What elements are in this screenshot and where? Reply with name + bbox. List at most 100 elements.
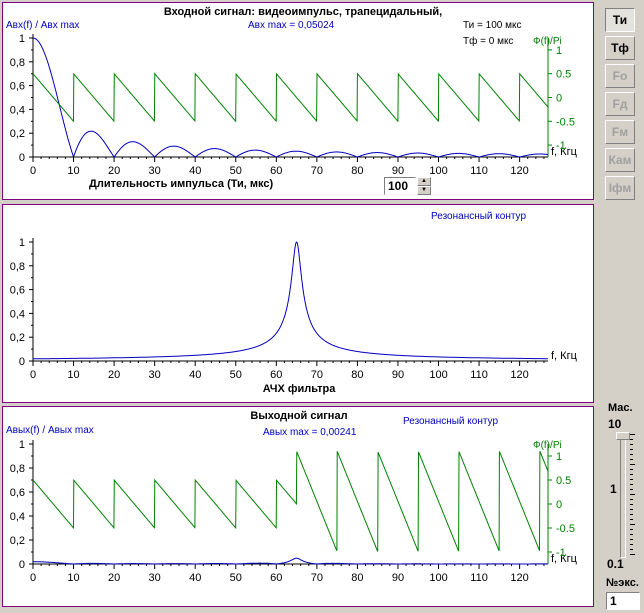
x-tick-label: 120: [510, 165, 528, 177]
input-signal-panel: 0 10 20 30 40 50 60 70 80 90 100 110 120 0 0,2 0,4 0,6 0,…: [2, 2, 594, 200]
y-tick-label: 0,8: [10, 57, 25, 69]
x-tick-label: 20: [108, 165, 120, 177]
experiment-number-input[interactable]: 1: [606, 592, 640, 610]
series-0-line: [33, 241, 548, 360]
duration-label: Длительность импульса (Ти, мкс): [89, 178, 274, 190]
x-tick-label: 30: [149, 572, 161, 584]
spin-down-icon[interactable]: ▼: [417, 186, 431, 195]
y-tick-label: 0,2: [10, 332, 25, 344]
x-tick-label: 80: [351, 165, 363, 177]
x-axis-label: f, Кгц: [551, 350, 578, 362]
scale-slider-thumb[interactable]: [616, 432, 630, 440]
input-spectrum-chart: 0 10 20 30 40 50 60 70 80 90 100 110 12000,20,40,60,…: [6, 6, 578, 177]
input-chart-title: Входной сигнал: видеоимпульс, трапецидал…: [164, 6, 442, 18]
output-legend: Резонансный контур: [403, 416, 498, 427]
y-tick-label: 0: [19, 559, 25, 571]
y-tick-label: 0,6: [10, 487, 25, 499]
x-tick-label: 0: [30, 369, 36, 381]
y-tick-label: 0,6: [10, 285, 25, 297]
input-y2label: Ф(f)/Pi: [533, 36, 562, 47]
x-tick-label: 70: [311, 165, 323, 177]
x-axis-label: f, Кгц: [551, 146, 578, 158]
output-chart-title: Выходной сигнал: [250, 410, 347, 422]
filter-response-chart: 0 10 20 30 40 50 60 70 80 90 100 110 120 0 0,2 0,4 0,6 0,…: [10, 211, 578, 395]
scale-track[interactable]: [620, 432, 626, 558]
scale-mid-label: 1: [610, 482, 617, 496]
experiment-label: №экс.: [606, 577, 639, 589]
y2-tick-label: 1: [556, 45, 562, 57]
y-tick-label: 1: [19, 33, 25, 45]
filter-caption: АЧХ фильтра: [263, 383, 337, 395]
x-tick-label: 50: [230, 369, 242, 381]
series-1-line: [32, 451, 549, 552]
y2-tick-label: 0: [556, 93, 562, 105]
y-tick-label: 0,8: [10, 261, 25, 273]
output-signal-panel: 0 10 20 30 40 50 60 70 80 90 100 110 120 0 0,2 0,4 0,6 0,…: [2, 406, 594, 607]
param-button-0[interactable]: Ти: [605, 8, 635, 32]
x-tick-label: 70: [311, 572, 323, 584]
x-tick-label: 40: [189, 369, 201, 381]
output-ylabel: Авых(f) / Авых max: [6, 425, 94, 436]
y-tick-label: 0,8: [10, 463, 25, 475]
x-tick-label: 60: [270, 572, 282, 584]
output-spectrum-chart: 0 10 20 30 40 50 60 70 80 90 100 110 12000,20,40,60,…: [6, 410, 578, 584]
series-0-line: [33, 557, 548, 565]
x-tick-label: 30: [149, 369, 161, 381]
param-button-2[interactable]: Fo: [605, 64, 635, 88]
y2-tick-label: 0.5: [556, 475, 571, 487]
spin-up-icon[interactable]: ▲: [417, 177, 431, 186]
param-button-5[interactable]: Кам: [605, 148, 635, 172]
y-tick-label: 0,4: [10, 511, 25, 523]
x-tick-label: 120: [510, 572, 528, 584]
x-tick-label: 60: [270, 165, 282, 177]
x-tick-label: 110: [470, 165, 488, 177]
y-tick-label: 1: [19, 237, 25, 249]
x-tick-label: 70: [311, 369, 323, 381]
duration-input[interactable]: 100: [384, 177, 416, 195]
x-tick-label: 10: [67, 572, 79, 584]
y-tick-label: 0: [19, 152, 25, 164]
y-tick-label: 1: [19, 439, 25, 451]
x-tick-label: 90: [392, 165, 404, 177]
x-tick-label: 40: [189, 572, 201, 584]
param-button-6[interactable]: Iфм: [605, 176, 635, 200]
y2-tick-label: -1: [556, 547, 566, 559]
param-button-4[interactable]: Fм: [605, 120, 635, 144]
duration-spinner[interactable]: ▲ ▼: [417, 177, 431, 195]
x-tick-label: 10: [67, 165, 79, 177]
x-tick-label: 110: [470, 369, 488, 381]
x-axis-label: f, Кгц: [551, 553, 578, 565]
x-tick-label: 120: [510, 369, 528, 381]
scale-min-label: 0.1: [607, 557, 624, 571]
x-tick-label: 0: [30, 165, 36, 177]
param-button-1[interactable]: Тф: [605, 36, 635, 60]
x-tick-label: 50: [230, 165, 242, 177]
x-tick-label: 30: [149, 165, 161, 177]
scale-title: Мас.: [608, 402, 633, 414]
x-tick-label: 80: [351, 572, 363, 584]
y-tick-label: 0,2: [10, 535, 25, 547]
x-tick-label: 100: [429, 572, 447, 584]
output-y2label: Ф(f)/Pi: [533, 440, 562, 451]
x-tick-label: 40: [189, 165, 201, 177]
param-button-3[interactable]: Fд: [605, 92, 635, 116]
x-tick-label: 0: [30, 572, 36, 584]
param-tf-text: Тф = 0 мкс: [463, 35, 513, 47]
y-tick-label: 0: [19, 356, 25, 368]
series-0-line: [33, 37, 549, 158]
input-ylabel: Авх(f) / Авх max: [6, 20, 79, 31]
y-tick-label: 0,6: [10, 81, 25, 93]
y-tick-label: 0,4: [10, 308, 25, 320]
y2-tick-label: -1: [556, 140, 566, 152]
param-ti-text: Ти = 100 мкс: [463, 20, 521, 31]
y2-tick-label: 0: [556, 499, 562, 511]
x-tick-label: 110: [470, 572, 488, 584]
x-tick-label: 90: [392, 572, 404, 584]
x-tick-label: 10: [67, 369, 79, 381]
x-tick-label: 60: [270, 369, 282, 381]
x-tick-label: 100: [429, 165, 447, 177]
y2-tick-label: -0.5: [556, 116, 575, 128]
x-tick-label: 80: [351, 369, 363, 381]
scale-max-label: 10: [608, 417, 622, 431]
filter-response-panel: 0 10 20 30 40 50 60 70 80 90 100 110 120 0 0,2 0,4 0,6 0,…: [2, 204, 594, 403]
